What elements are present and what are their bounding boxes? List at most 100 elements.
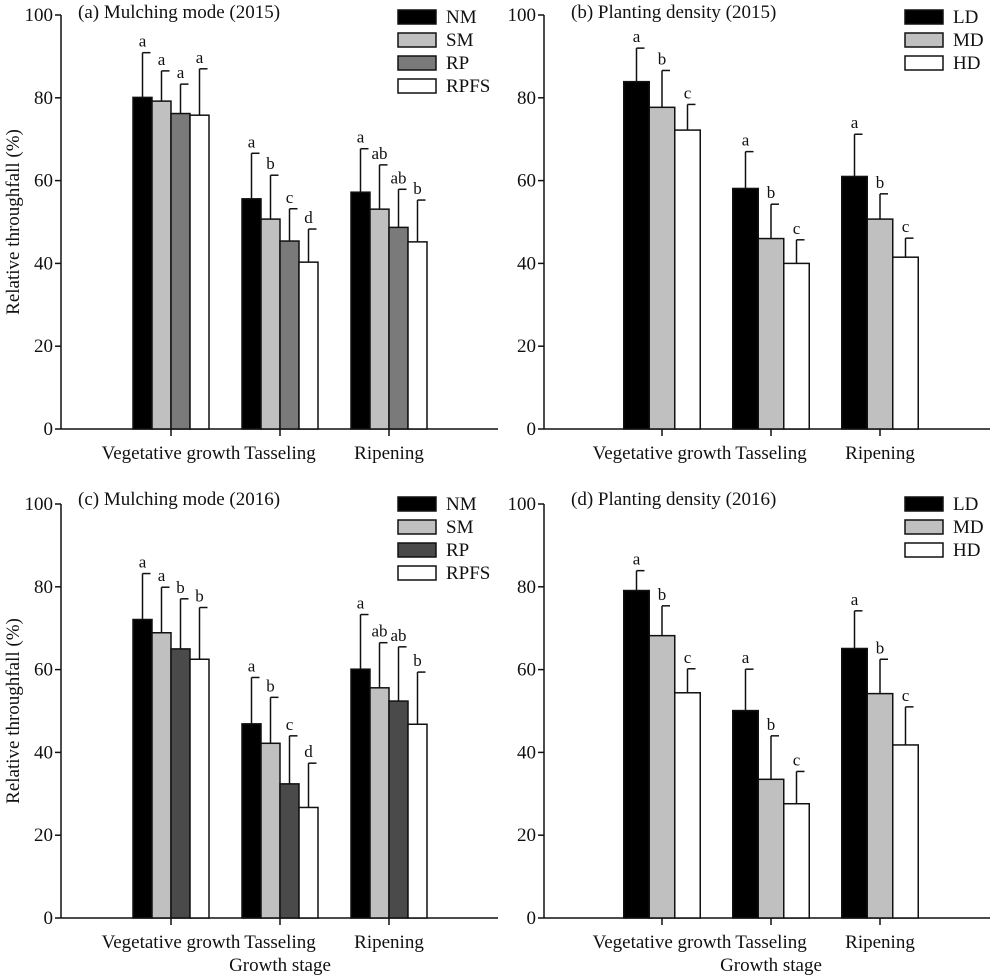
legend-label: MD xyxy=(953,30,984,51)
y-tick-label: 40 xyxy=(34,742,53,763)
bar-nm xyxy=(350,191,371,430)
panel-title: (a) Mulching mode (2015) xyxy=(78,2,280,23)
bar-nm xyxy=(132,618,153,919)
y-tick-label: 60 xyxy=(34,171,53,192)
significance-letter: c xyxy=(286,715,294,734)
significance-letter: c xyxy=(902,686,910,705)
significance-letter: b xyxy=(876,638,885,657)
significance-letter: c xyxy=(684,83,692,102)
bar-sm xyxy=(369,208,390,430)
bar-ld xyxy=(623,589,650,919)
bar-rp xyxy=(388,226,409,430)
y-tick-label: 0 xyxy=(44,419,54,440)
significance-letter: a xyxy=(633,550,641,569)
bar-sm xyxy=(369,687,390,919)
bar-rp xyxy=(279,783,300,919)
significance-letter: b xyxy=(658,49,667,68)
significance-letter: ab xyxy=(371,622,387,641)
x-tick-label: Vegetative growth xyxy=(102,443,241,464)
x-axis-title: Growth stage xyxy=(229,955,331,976)
significance-letter: a xyxy=(357,594,365,613)
significance-letter: c xyxy=(793,750,801,769)
x-tick-label: Tasseling xyxy=(735,443,807,464)
bar-sm xyxy=(151,632,172,919)
x-tick-label: Ripening xyxy=(354,443,424,464)
y-tick-label: 80 xyxy=(34,88,53,109)
significance-letter: b xyxy=(876,173,885,192)
bar-ld xyxy=(732,187,759,430)
y-tick-label: 0 xyxy=(527,908,537,929)
bar-hd xyxy=(674,692,701,919)
panel-title: (d) Planting density (2016) xyxy=(571,489,776,510)
legend-swatch-hd xyxy=(904,542,944,558)
significance-letter: b xyxy=(176,578,185,597)
bar-ld xyxy=(623,80,650,430)
x-tick-label: Vegetative growth xyxy=(593,443,732,464)
x-tick-label: Ripening xyxy=(845,932,915,953)
y-tick-label: 100 xyxy=(508,494,537,515)
legend-swatch-rpfs xyxy=(397,78,437,94)
bar-rpfs xyxy=(189,114,210,430)
bar-nm xyxy=(350,668,371,919)
significance-letter: a xyxy=(248,656,256,675)
bar-rpfs xyxy=(407,723,428,919)
bar-hd xyxy=(783,802,810,919)
y-tick-label: 40 xyxy=(517,253,536,274)
legend-swatch-sm xyxy=(397,519,437,535)
legend-label: HD xyxy=(953,53,980,74)
significance-letter: a xyxy=(633,27,641,46)
legend-label: RP xyxy=(446,53,469,74)
significance-letter: ab xyxy=(390,626,406,645)
bar-nm xyxy=(241,723,262,919)
significance-letter: a xyxy=(742,648,750,667)
x-tick-label: Tasseling xyxy=(244,443,316,464)
y-tick-label: 60 xyxy=(517,171,536,192)
significance-letter: ab xyxy=(390,168,406,187)
bar-sm xyxy=(260,218,281,430)
bar-md xyxy=(648,634,676,919)
y-tick-label: 40 xyxy=(34,253,53,274)
bar-rpfs xyxy=(298,261,319,430)
legend-label: MD xyxy=(953,517,984,538)
x-tick-label: Ripening xyxy=(354,932,424,953)
bar-ld xyxy=(841,175,868,430)
y-tick-label: 80 xyxy=(517,88,536,109)
bar-md xyxy=(866,218,894,430)
legend-label: RP xyxy=(446,540,469,561)
significance-letter: a xyxy=(742,131,750,150)
legend-label: HD xyxy=(953,540,980,561)
bar-rp xyxy=(170,648,191,919)
bar-hd xyxy=(783,262,810,430)
significance-letter: c xyxy=(793,219,801,238)
bar-ld xyxy=(841,647,868,919)
y-tick-label: 20 xyxy=(34,825,53,846)
significance-letter: b xyxy=(767,183,776,202)
x-tick-label: Vegetative growth xyxy=(102,932,241,953)
legend-swatch-ld xyxy=(904,9,944,25)
bar-md xyxy=(866,692,894,919)
legend-label: RPFS xyxy=(446,563,490,584)
significance-letter: c xyxy=(286,188,294,207)
y-tick-label: 0 xyxy=(527,419,537,440)
legend-swatch-rpfs xyxy=(397,565,437,581)
legend-label: SM xyxy=(446,517,474,538)
significance-letter: b xyxy=(266,154,275,173)
significance-letter: a xyxy=(851,590,859,609)
bar-hd xyxy=(892,256,919,430)
bar-md xyxy=(757,778,785,919)
legend-label: SM xyxy=(446,30,474,51)
significance-letter: a xyxy=(139,553,147,572)
legend-swatch-ld xyxy=(904,496,944,512)
significance-letter: b xyxy=(767,715,776,734)
y-tick-label: 100 xyxy=(508,5,537,26)
significance-letter: a xyxy=(357,128,365,147)
legend-label: NM xyxy=(446,494,477,515)
panel-c: 0 20 40 60 80 100 Vegetative growth Tasseling Ri… xyxy=(3,489,498,976)
bar-sm xyxy=(151,100,172,430)
x-tick-label: Tasseling xyxy=(244,932,316,953)
y-tick-label: 40 xyxy=(517,742,536,763)
y-tick-label: 60 xyxy=(34,660,53,681)
legend-swatch-rp xyxy=(397,55,437,71)
y-tick-label: 80 xyxy=(34,577,53,598)
